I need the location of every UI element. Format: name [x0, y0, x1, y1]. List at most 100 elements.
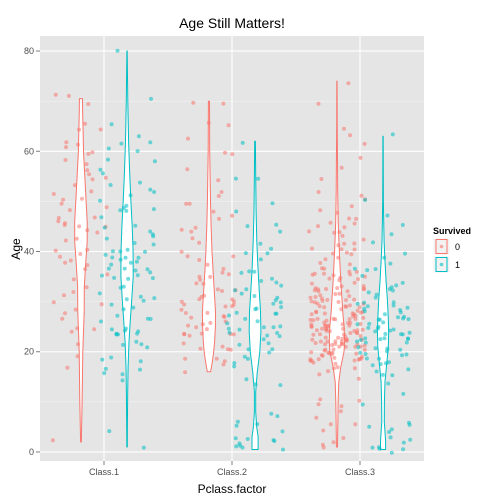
- data-point: [206, 120, 211, 125]
- data-point: [133, 268, 138, 273]
- data-point: [226, 272, 231, 277]
- data-point: [189, 315, 194, 320]
- data-point: [71, 290, 76, 294]
- data-point: [332, 355, 337, 360]
- data-point: [403, 251, 407, 256]
- data-point: [63, 311, 67, 316]
- data-point: [84, 285, 89, 290]
- data-point: [201, 281, 206, 286]
- data-point: [103, 366, 108, 371]
- data-point: [361, 315, 366, 320]
- data-point: [266, 341, 271, 346]
- data-point: [110, 255, 115, 260]
- data-point: [135, 331, 140, 336]
- data-point: [321, 428, 326, 433]
- data-point: [151, 242, 156, 247]
- data-point: [313, 341, 318, 345]
- data-point: [363, 336, 368, 341]
- data-point: [271, 301, 276, 306]
- data-point: [354, 269, 359, 274]
- data-point: [357, 398, 362, 403]
- data-point: [121, 284, 126, 289]
- data-point: [361, 284, 366, 289]
- data-point: [120, 372, 125, 377]
- data-point: [189, 229, 194, 234]
- data-point: [402, 314, 407, 319]
- data-point: [362, 306, 367, 311]
- data-point: [407, 420, 411, 425]
- data-point: [182, 302, 187, 307]
- data-point: [53, 92, 58, 97]
- data-point: [355, 331, 360, 336]
- data-point: [373, 346, 378, 351]
- data-point: [347, 317, 352, 322]
- data-point: [280, 429, 285, 434]
- data-point: [355, 301, 360, 306]
- data-point: [245, 437, 250, 441]
- data-point: [197, 258, 202, 262]
- data-point: [141, 445, 146, 450]
- data-point: [149, 96, 153, 101]
- data-point: [322, 271, 326, 276]
- data-point: [121, 205, 126, 210]
- data-point: [320, 326, 325, 331]
- y-tick-label: 0: [29, 447, 34, 457]
- data-point: [343, 344, 348, 349]
- y-tick-label: 20: [24, 347, 34, 357]
- data-point: [352, 266, 357, 271]
- legend-dot-1: [439, 262, 444, 267]
- data-point: [389, 450, 394, 455]
- data-point: [325, 339, 330, 344]
- data-point: [67, 208, 72, 213]
- data-point: [120, 378, 125, 383]
- data-point: [148, 229, 153, 234]
- data-point: [179, 299, 184, 304]
- data-point: [327, 351, 332, 356]
- x-tick-label: Class.3: [345, 467, 375, 477]
- data-point: [235, 419, 240, 424]
- data-point: [109, 355, 114, 360]
- data-point: [360, 273, 365, 278]
- data-point: [400, 332, 405, 337]
- data-point: [341, 436, 346, 440]
- data-point: [277, 334, 282, 339]
- data-point: [214, 356, 219, 361]
- data-point: [98, 127, 103, 132]
- y-tick-label: 40: [24, 247, 34, 257]
- legend-label-1: 1: [455, 260, 460, 270]
- data-point: [400, 223, 405, 227]
- data-point: [58, 254, 62, 259]
- data-point: [373, 295, 378, 300]
- data-point: [233, 176, 238, 181]
- data-point: [390, 288, 395, 293]
- data-point: [133, 223, 138, 228]
- data-point: [261, 325, 266, 330]
- data-point: [75, 142, 80, 147]
- data-point: [245, 224, 250, 229]
- data-point: [215, 287, 220, 292]
- data-point: [265, 333, 270, 338]
- data-point: [114, 331, 119, 336]
- data-point: [320, 353, 325, 358]
- data-point: [244, 287, 249, 292]
- data-point: [366, 325, 371, 330]
- data-point: [199, 331, 204, 336]
- data-point: [73, 307, 78, 312]
- data-point: [365, 268, 370, 273]
- data-point: [367, 424, 372, 429]
- data-point: [237, 441, 242, 446]
- data-point: [279, 283, 284, 288]
- data-point: [109, 327, 114, 332]
- data-point: [376, 317, 381, 322]
- data-point: [335, 210, 340, 215]
- data-point: [123, 326, 128, 331]
- data-point: [138, 180, 142, 185]
- data-point: [131, 305, 136, 310]
- data-point: [152, 296, 157, 301]
- data-point: [269, 411, 274, 416]
- legend-violin-0: [435, 239, 448, 254]
- data-point: [102, 225, 107, 230]
- data-point: [332, 366, 336, 371]
- data-point: [348, 133, 353, 138]
- data-point: [348, 331, 353, 335]
